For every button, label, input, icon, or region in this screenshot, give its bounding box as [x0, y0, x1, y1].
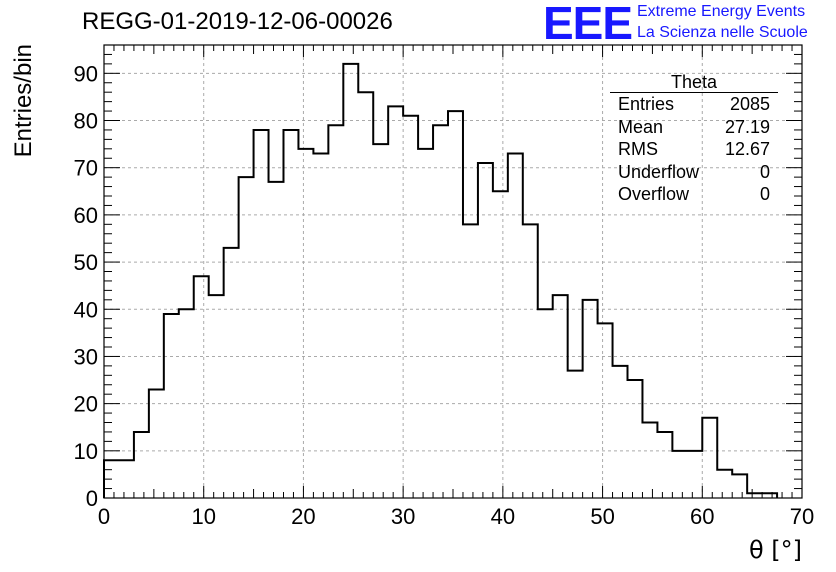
- x-tick-label: 10: [191, 504, 215, 529]
- chart-title: REGG-01-2019-12-06-00026: [82, 8, 393, 35]
- stats-label: Entries: [618, 94, 675, 114]
- y-axis-label: Entries/bin: [10, 44, 37, 157]
- histogram-bin: [388, 106, 403, 498]
- stats-value: 0: [759, 184, 770, 205]
- stats-label: RMS: [618, 139, 658, 160]
- logo-subtitle-2: La Scienza nelle Scuole: [637, 24, 808, 41]
- histogram-outline: [103, 62, 779, 498]
- x-tick-label: 30: [391, 504, 415, 529]
- logo-subtitle-1: Extreme Energy Events: [637, 3, 806, 20]
- y-tick-label: 80: [74, 109, 98, 134]
- stats-value: 27.19: [724, 116, 770, 137]
- histogram-bin: [149, 389, 164, 498]
- histogram-bin: [642, 423, 657, 499]
- histogram-bin: [224, 248, 239, 498]
- stats-label: Overflow: [618, 184, 690, 205]
- histogram-bin: [239, 177, 254, 498]
- x-tick-label: 50: [590, 504, 614, 529]
- histogram-bin: [328, 125, 343, 498]
- histogram-bin: [433, 125, 448, 498]
- x-axis-label: θ [°]: [749, 536, 802, 564]
- histogram-bin: [269, 182, 284, 498]
- histogram-bin: [418, 149, 433, 498]
- histogram-bin: [209, 295, 224, 498]
- histogram-bin: [553, 295, 568, 498]
- stats-row-underflow: Underflow 0: [610, 161, 778, 184]
- stats-label: Mean: [618, 116, 664, 137]
- eee-logo: EEE: [543, 0, 633, 49]
- histogram-bin: [717, 470, 732, 498]
- histogram-bin: [493, 191, 508, 498]
- stats-title: Theta: [610, 72, 778, 93]
- x-tick-label: 60: [690, 504, 714, 529]
- histogram-bin: [164, 314, 179, 498]
- histogram-bin: [598, 323, 613, 498]
- y-tick-label: 70: [74, 156, 98, 181]
- histogram-bin: [657, 432, 672, 498]
- stats-row-rms: RMS 12.67: [610, 138, 778, 161]
- stats-label: Underflow: [618, 161, 700, 182]
- histogram-bin: [613, 366, 628, 498]
- histogram-bin: [283, 130, 298, 498]
- histogram-bin: [119, 460, 134, 498]
- histogram-bin: [373, 144, 388, 498]
- histogram-bin: [448, 111, 463, 498]
- histogram-bin: [478, 163, 493, 498]
- y-tick-label: 30: [74, 344, 98, 369]
- y-tick-label: 10: [74, 439, 98, 464]
- histogram-bin: [508, 154, 523, 498]
- histogram-bin: [672, 451, 687, 498]
- histogram-bin: [568, 371, 583, 498]
- x-tick-label: 70: [790, 504, 814, 529]
- stats-row-mean: Mean 27.19: [610, 116, 778, 139]
- y-tick-label: 20: [74, 392, 98, 417]
- stats-value: 2085: [729, 94, 770, 114]
- y-tick-label: 50: [74, 250, 98, 275]
- stats-row-overflow: Overflow 0: [610, 183, 778, 206]
- y-tick-label: 0: [86, 486, 98, 511]
- histogram-bin: [463, 224, 478, 498]
- histogram-bin: [687, 451, 702, 498]
- histogram-bin: [298, 149, 313, 498]
- x-tick-label: 0: [98, 504, 110, 529]
- y-tick-label: 60: [74, 203, 98, 228]
- histogram-bin: [254, 130, 269, 498]
- x-tick-label: 20: [291, 504, 315, 529]
- histogram-bin: [523, 224, 538, 498]
- histogram-bin: [628, 380, 643, 498]
- histogram-bin: [702, 418, 717, 498]
- stats-row-entries: Entries 2085: [610, 93, 778, 116]
- histogram-bin: [583, 300, 598, 498]
- stats-value: 0: [759, 161, 770, 182]
- stats-value: 12.67: [724, 139, 770, 160]
- histogram-bin: [134, 432, 149, 498]
- histogram-bin: [343, 64, 358, 498]
- x-tick-label: 40: [491, 504, 515, 529]
- histogram-bin: [313, 154, 328, 498]
- histogram-bin: [732, 474, 747, 498]
- histogram-bin: [403, 116, 418, 498]
- y-tick-label: 40: [74, 297, 98, 322]
- y-tick-label: 90: [74, 61, 98, 86]
- stats-box: Theta Entries 2085 Mean 27.19 RMS 12.67 …: [610, 72, 778, 206]
- histogram-bin: [179, 309, 194, 498]
- histogram-bin: [358, 92, 373, 498]
